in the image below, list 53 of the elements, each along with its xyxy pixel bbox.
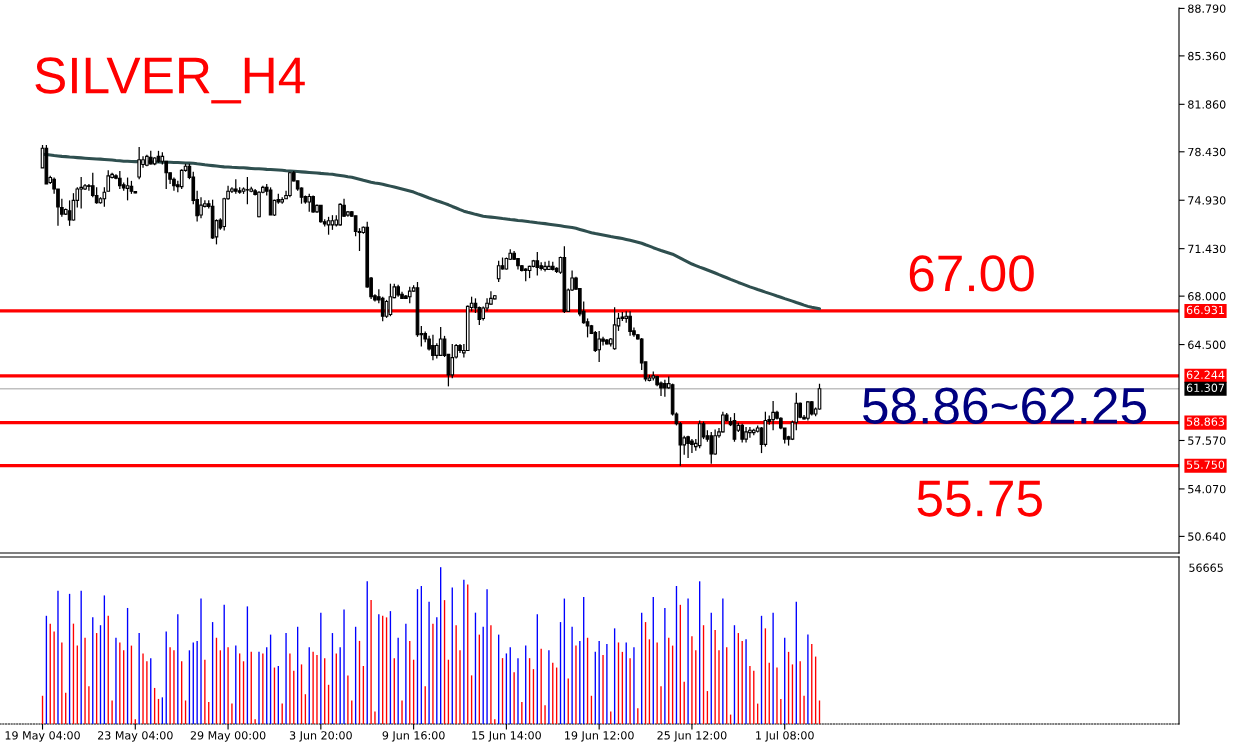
ref-line-label: 58.863 <box>1186 417 1225 426</box>
y-tick-label: 54.070 <box>1188 484 1226 494</box>
candlestick <box>713 428 717 456</box>
x-tick-label: 3 Jun 20:00 <box>289 731 352 742</box>
x-tick-label: 1 Jul 08:00 <box>756 730 814 742</box>
ref-line-label: 61.307 <box>1186 383 1224 392</box>
candlestick <box>137 146 141 180</box>
candlestick <box>597 330 601 363</box>
candlestick <box>199 196 203 219</box>
text: 55.75 <box>917 480 1042 517</box>
y-tick-label: 68.000 <box>1188 292 1226 301</box>
candlestick <box>601 336 605 347</box>
y-tick-label: 57.570 <box>1188 436 1226 445</box>
candlestick <box>690 438 694 454</box>
x-tick-label: 19 Jun 12:00 <box>565 731 634 742</box>
candlestick <box>288 171 292 198</box>
candlestick <box>431 334 435 361</box>
y-tick-label: 88.790 <box>1188 4 1226 13</box>
y-tick-label: 71.430 <box>1188 244 1226 254</box>
x-tick-label: 9 Jun 16:00 <box>382 731 445 742</box>
text: 67.00 <box>909 255 1034 292</box>
text: 56665 <box>1189 563 1223 572</box>
candlestick <box>709 431 714 465</box>
candlestick <box>87 183 91 192</box>
y-tick-label: 64.500 <box>1188 340 1226 349</box>
candlestick <box>663 379 667 398</box>
ref-line-label: 62.244 <box>1186 370 1225 380</box>
x-tick-label: 25 Jun 12:00 <box>657 731 727 742</box>
candlestick <box>496 260 501 283</box>
candlestick <box>697 419 702 449</box>
y-tick-label: 81.860 <box>1188 100 1226 109</box>
candlestick <box>547 260 551 271</box>
candlestick <box>380 296 385 322</box>
candlestick <box>721 411 725 434</box>
candlestick <box>338 202 343 227</box>
y-tick-label: 50.640 <box>1188 532 1226 541</box>
candlestick <box>628 310 632 337</box>
x-tick-label: 23 May 04:00 <box>98 731 173 742</box>
ref-line-label: 55.750 <box>1186 460 1225 469</box>
candlestick <box>438 326 443 356</box>
candlestick <box>543 261 547 273</box>
ref-line-label: 66.931 <box>1186 305 1224 315</box>
x-tick-label: 19 May 04:00 <box>5 731 80 742</box>
text: 58.86~62.25 <box>862 387 1146 424</box>
x-tick-label: 15 Jun 14:00 <box>472 731 541 742</box>
candlestick <box>179 168 184 190</box>
y-tick-label: 78.430 <box>1188 147 1226 157</box>
y-tick-label: 74.930 <box>1188 196 1226 205</box>
y-tick-label: 85.360 <box>1188 51 1226 61</box>
candlestick <box>771 400 775 431</box>
x-tick-label: 29 May 00:00 <box>190 731 266 742</box>
text: SILVER_H4 <box>35 57 305 104</box>
candlestick <box>748 426 752 439</box>
